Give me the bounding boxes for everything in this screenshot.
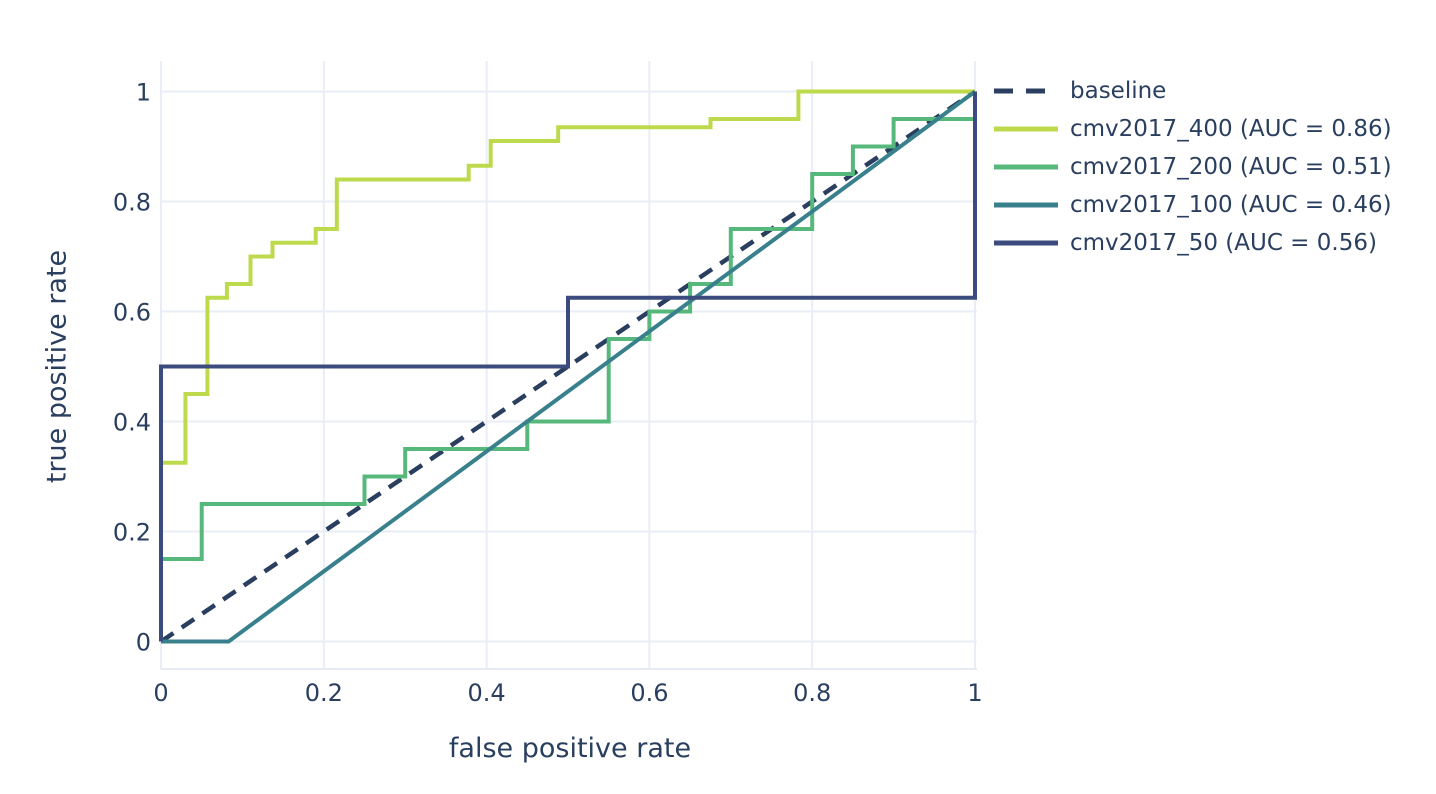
legend-swatch-baseline [994, 88, 1058, 94]
legend-swatch-cmv2017_50 [994, 240, 1058, 245]
x-tick-label-0.6: 0.6 [630, 679, 668, 707]
y-axis-title: true positive rate [41, 249, 73, 484]
legend-label-cmv2017_50: cmv2017_50 (AUC = 0.56) [1070, 229, 1377, 256]
x-axis-title: false positive rate [448, 733, 692, 764]
legend-item-cmv2017_50[interactable]: cmv2017_50 (AUC = 0.56) [994, 224, 1377, 262]
legend-item-cmv2017_400[interactable]: cmv2017_400 (AUC = 0.86) [994, 110, 1392, 148]
y-tick-label-0.2: 0.2 [113, 519, 151, 547]
y-tick-label-0: 0 [136, 629, 151, 657]
y-tick-label-1: 1 [136, 79, 151, 107]
y-tick-label-0.4: 0.4 [113, 409, 151, 437]
y-tick-label-0.8: 0.8 [113, 189, 151, 217]
series-line-cmv2017_50 [159, 91, 977, 642]
x-tick-label-0.4: 0.4 [468, 679, 506, 707]
legend-label-baseline: baseline [1070, 78, 1167, 104]
legend-item-cmv2017_100[interactable]: cmv2017_100 (AUC = 0.46) [994, 186, 1392, 224]
x-tick-label-0.8: 0.8 [793, 679, 831, 707]
legend-label-cmv2017_200: cmv2017_200 (AUC = 0.51) [1070, 154, 1392, 180]
legend-item-cmv2017_200[interactable]: cmv2017_200 (AUC = 0.51) [994, 148, 1392, 186]
series-line-cmv2017_100 [161, 89, 977, 644]
series-line-cmv2017_200 [159, 91, 977, 642]
x-tick-label-0: 0 [153, 679, 168, 707]
series-line-baseline [159, 89, 977, 644]
legend-swatch-cmv2017_400 [994, 126, 1058, 132]
legend-label-cmv2017_400: cmv2017_400 (AUC = 0.86) [1070, 116, 1392, 142]
x-tick-label-0.2: 0.2 [305, 679, 343, 707]
y-tick-label-0.6: 0.6 [113, 299, 151, 327]
series-line-cmv2017_400 [159, 89, 975, 642]
legend-label-cmv2017_100: cmv2017_100 (AUC = 0.46) [1070, 191, 1392, 218]
legend-swatch-cmv2017_100 [994, 202, 1058, 207]
legend-swatch-cmv2017_200 [994, 164, 1058, 170]
x-tick-label-1: 1 [967, 679, 982, 707]
legend-item-baseline[interactable]: baseline [994, 72, 1166, 110]
